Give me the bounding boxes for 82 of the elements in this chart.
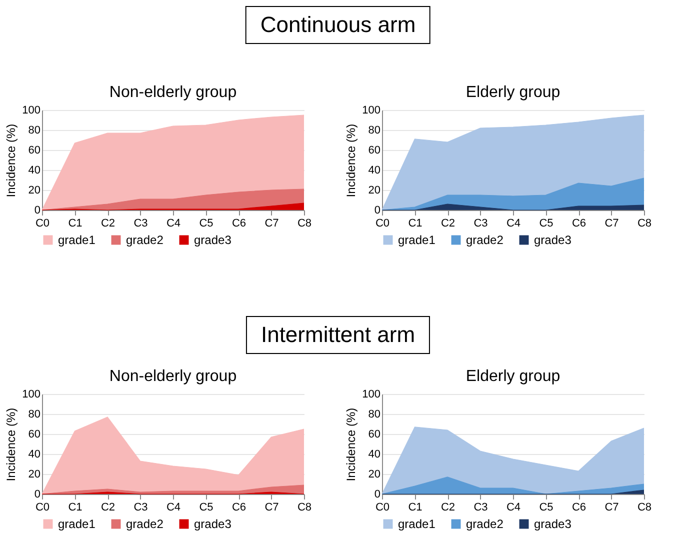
y-tick-label: 40 xyxy=(368,448,380,460)
x-tick-label: C2 xyxy=(100,218,116,230)
x-tick-label: C0 xyxy=(35,218,50,230)
x-tick-label: C7 xyxy=(264,502,279,514)
y-tick-label: 20 xyxy=(28,468,40,480)
x-tick-label: C0 xyxy=(375,502,390,514)
chart-title: Elderly group xyxy=(466,368,560,385)
y-tick-label: 20 xyxy=(28,184,40,196)
x-tick-label: C2 xyxy=(100,502,116,514)
y-tick-label: 60 xyxy=(368,144,380,156)
y-tick-label: 80 xyxy=(368,124,380,136)
y-tick-label: 60 xyxy=(368,428,380,440)
y-tick-label: 20 xyxy=(368,184,380,196)
legend-label: grade3 xyxy=(194,517,232,531)
legend-label: grade2 xyxy=(466,517,504,531)
chart-title: Non-elderly group xyxy=(109,84,237,101)
x-tick-label: C6 xyxy=(232,218,246,230)
x-tick-label: C8 xyxy=(297,218,312,230)
y-tick-label: 20 xyxy=(368,468,380,480)
x-tick-label: C2 xyxy=(440,502,456,514)
x-tick-label: C5 xyxy=(539,218,554,230)
legend-label: grade1 xyxy=(398,233,436,247)
legend-label: grade1 xyxy=(58,517,96,531)
legend-label: grade1 xyxy=(58,233,96,247)
x-tick-label: C1 xyxy=(408,218,422,230)
x-tick-label: C1 xyxy=(408,502,422,514)
x-tick-label: C4 xyxy=(506,218,521,230)
legend-label: grade3 xyxy=(534,233,572,247)
x-tick-label: C1 xyxy=(68,218,82,230)
text: Continuous arm xyxy=(245,6,431,44)
legend-label: grade3 xyxy=(534,517,572,531)
x-tick-label: C5 xyxy=(199,502,214,514)
legend-label: grade1 xyxy=(398,517,436,531)
y-tick-label: 40 xyxy=(368,164,380,176)
x-tick-label: C6 xyxy=(572,218,586,230)
y-tick-label: 100 xyxy=(362,388,380,400)
x-tick-label: C4 xyxy=(166,218,181,230)
y-tick-label: 0 xyxy=(374,488,380,500)
text: Intermittent arm xyxy=(246,316,430,354)
x-tick-label: C1 xyxy=(68,502,82,514)
legend-label: grade2 xyxy=(466,233,504,247)
y-tick-label: 100 xyxy=(362,104,380,116)
x-tick-label: C4 xyxy=(506,502,521,514)
y-tick-label: 80 xyxy=(28,124,40,136)
y-tick-label: 0 xyxy=(374,204,380,216)
x-tick-label: C8 xyxy=(637,218,652,230)
x-tick-label: C3 xyxy=(134,502,148,514)
x-tick-label: C5 xyxy=(539,502,554,514)
y-axis-title: Incidence (%) xyxy=(4,124,18,198)
y-tick-label: 0 xyxy=(34,488,40,500)
x-tick-label: C8 xyxy=(297,502,312,514)
x-tick-label: C7 xyxy=(264,218,279,230)
x-tick-label: C2 xyxy=(440,218,456,230)
y-tick-label: 60 xyxy=(28,144,40,156)
y-axis-title: Incidence (%) xyxy=(344,124,358,198)
x-tick-label: C3 xyxy=(134,218,148,230)
x-tick-label: C7 xyxy=(604,502,619,514)
y-axis-title: Incidence (%) xyxy=(344,408,358,482)
x-tick-label: C6 xyxy=(572,502,586,514)
y-tick-label: 0 xyxy=(34,204,40,216)
x-tick-label: C0 xyxy=(35,502,50,514)
legend-label: grade2 xyxy=(126,233,164,247)
x-tick-label: C3 xyxy=(474,218,488,230)
chart-title: Elderly group xyxy=(466,84,560,101)
y-tick-label: 40 xyxy=(28,164,40,176)
x-tick-label: C8 xyxy=(637,502,652,514)
chart-title: Non-elderly group xyxy=(109,368,237,385)
y-axis-title: Incidence (%) xyxy=(4,408,18,482)
x-tick-label: C7 xyxy=(604,218,619,230)
x-tick-label: C6 xyxy=(232,502,246,514)
x-tick-label: C5 xyxy=(199,218,214,230)
x-tick-label: C0 xyxy=(375,218,390,230)
legend-label: grade2 xyxy=(126,517,164,531)
y-tick-label: 40 xyxy=(28,448,40,460)
x-tick-label: C4 xyxy=(166,502,181,514)
y-tick-label: 80 xyxy=(368,408,380,420)
y-tick-label: 100 xyxy=(22,388,40,400)
legend-label: grade3 xyxy=(194,233,232,247)
y-tick-label: 60 xyxy=(28,428,40,440)
y-tick-label: 100 xyxy=(22,104,40,116)
y-tick-label: 80 xyxy=(28,408,40,420)
x-tick-label: C3 xyxy=(474,502,488,514)
